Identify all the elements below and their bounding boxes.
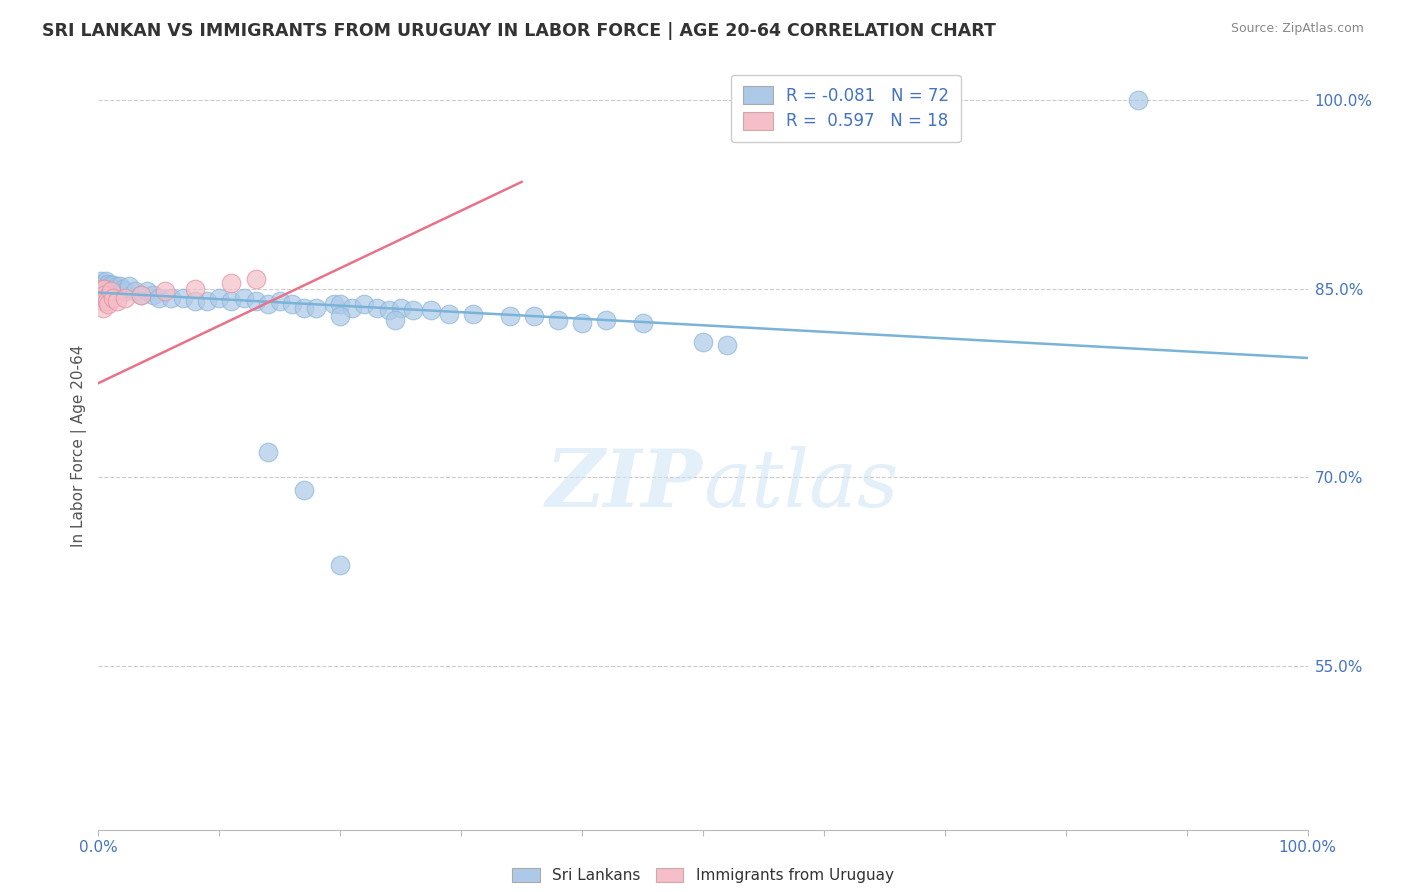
Point xyxy=(107,282,129,296)
Point xyxy=(195,294,218,309)
Point xyxy=(384,313,406,327)
Point xyxy=(329,558,352,573)
Point xyxy=(256,297,278,311)
Text: ZIP: ZIP xyxy=(546,446,703,523)
Point xyxy=(114,291,136,305)
Point xyxy=(389,301,412,315)
Point xyxy=(90,282,112,296)
Y-axis label: In Labor Force | Age 20-64: In Labor Force | Age 20-64 xyxy=(72,345,87,547)
Point xyxy=(108,285,131,299)
Text: Source: ZipAtlas.com: Source: ZipAtlas.com xyxy=(1230,22,1364,36)
Point xyxy=(94,282,117,296)
Point xyxy=(135,285,157,299)
Point xyxy=(114,285,136,299)
Point xyxy=(292,301,315,315)
Point xyxy=(94,274,117,288)
Point xyxy=(108,279,131,293)
Point xyxy=(402,303,425,318)
Point xyxy=(292,483,315,497)
Point xyxy=(184,282,207,296)
Point xyxy=(245,294,267,309)
Point xyxy=(97,285,120,299)
Point xyxy=(323,297,346,311)
Point xyxy=(93,282,115,296)
Point xyxy=(91,301,114,315)
Point xyxy=(172,291,194,305)
Point xyxy=(305,301,328,315)
Point xyxy=(91,291,114,305)
Point xyxy=(105,279,128,293)
Point xyxy=(93,278,115,293)
Point xyxy=(104,285,127,299)
Point xyxy=(184,294,207,309)
Point xyxy=(160,291,183,305)
Point xyxy=(100,280,122,294)
Point xyxy=(96,286,118,301)
Point xyxy=(91,285,114,299)
Point xyxy=(96,279,118,293)
Point xyxy=(105,294,128,309)
Point xyxy=(498,310,520,324)
Point xyxy=(377,303,399,318)
Point xyxy=(111,282,134,296)
Point xyxy=(100,278,122,293)
Point xyxy=(342,301,364,315)
Text: SRI LANKAN VS IMMIGRANTS FROM URUGUAY IN LABOR FORCE | AGE 20-64 CORRELATION CHA: SRI LANKAN VS IMMIGRANTS FROM URUGUAY IN… xyxy=(42,22,995,40)
Point xyxy=(91,282,114,296)
Text: atlas: atlas xyxy=(703,446,898,523)
Point xyxy=(1128,93,1150,107)
Point xyxy=(523,310,546,324)
Point xyxy=(571,316,593,330)
Point xyxy=(329,297,352,311)
Point xyxy=(245,271,267,285)
Point xyxy=(208,291,231,305)
Point xyxy=(595,313,617,327)
Point xyxy=(547,313,569,327)
Point xyxy=(256,445,278,459)
Point xyxy=(148,291,170,305)
Point xyxy=(353,297,375,311)
Point xyxy=(103,282,125,296)
Point xyxy=(118,279,141,293)
Point xyxy=(463,307,485,321)
Point xyxy=(90,274,112,288)
Point xyxy=(91,277,114,291)
Point xyxy=(329,310,352,324)
Point xyxy=(101,291,124,305)
Point xyxy=(232,291,254,305)
Legend: Sri Lankans, Immigrants from Uruguay: Sri Lankans, Immigrants from Uruguay xyxy=(505,860,901,891)
Point xyxy=(221,276,243,290)
Point xyxy=(153,285,176,299)
Point xyxy=(97,277,120,291)
Point xyxy=(98,289,121,303)
Point xyxy=(124,285,146,299)
Point xyxy=(221,294,243,309)
Point xyxy=(716,338,738,352)
Point xyxy=(366,301,388,315)
Point xyxy=(94,291,117,305)
Point xyxy=(692,334,714,349)
Point xyxy=(98,282,121,296)
Point xyxy=(100,285,122,300)
Point xyxy=(93,285,115,300)
Point xyxy=(101,278,124,293)
Point xyxy=(129,288,152,302)
Point xyxy=(631,316,654,330)
Point xyxy=(91,294,114,309)
Point xyxy=(420,303,443,318)
Point xyxy=(93,288,115,302)
Point xyxy=(100,285,122,299)
Point xyxy=(96,294,118,309)
Point xyxy=(97,297,120,311)
Point xyxy=(437,307,460,321)
Point xyxy=(269,294,291,309)
Point xyxy=(281,297,304,311)
Point xyxy=(129,288,152,302)
Point xyxy=(142,288,165,302)
